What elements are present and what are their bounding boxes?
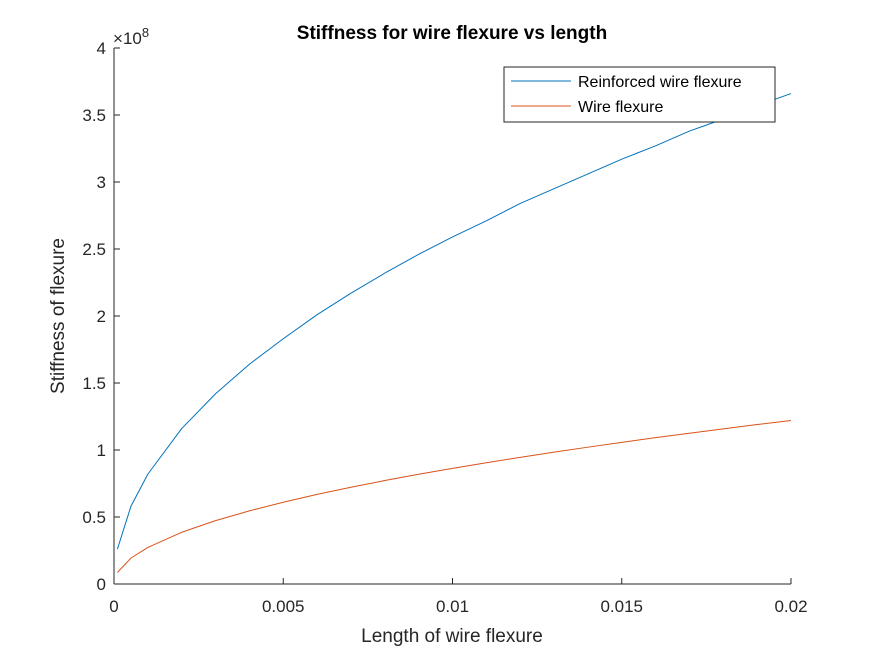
plot-area xyxy=(114,48,791,584)
y-tick-label: 3.5 xyxy=(82,106,106,125)
x-tick-label: 0.01 xyxy=(436,597,469,616)
svg-text:×108: ×108 xyxy=(113,25,149,48)
x-tick-label: 0 xyxy=(109,597,118,616)
legend: Reinforced wire flexure Wire flexure xyxy=(503,66,776,123)
x-tick-label: 0.02 xyxy=(774,597,807,616)
y-ticks: 0 0.5 1 1.5 2 2.5 3 3.5 4 xyxy=(82,39,120,594)
y-exponent-label: ×108 xyxy=(113,25,149,48)
series-line-wire-flexure xyxy=(117,420,792,573)
series-group xyxy=(116,93,792,573)
y-axis-title: Stiffness of flexure xyxy=(48,238,69,394)
legend-label-wire-flexure: Wire flexure xyxy=(578,99,663,116)
y-tick-label: 3 xyxy=(97,173,106,192)
legend-box xyxy=(503,66,776,123)
series-line-reinforced-wire-flexure xyxy=(116,93,792,550)
x-ticks: 0 0.005 0.01 0.015 0.02 xyxy=(109,578,808,616)
y-tick-label: 2 xyxy=(97,307,106,326)
y-exponent-times: × xyxy=(113,29,123,48)
chart-title: Stiffness for wire flexure vs length xyxy=(297,23,607,44)
y-exponent-power: 8 xyxy=(142,25,149,40)
y-tick-label: 4 xyxy=(97,39,106,58)
x-tick-label: 0.015 xyxy=(600,597,643,616)
y-tick-label: 1.5 xyxy=(82,374,106,393)
y-tick-label: 2.5 xyxy=(82,240,106,259)
y-tick-label: 1 xyxy=(97,441,106,460)
y-tick-label: 0 xyxy=(97,575,106,594)
x-axis-title: Length of wire flexure xyxy=(361,626,543,647)
plot-background xyxy=(114,48,791,584)
y-exponent-base: 10 xyxy=(123,29,142,48)
legend-label-reinforced-wire-flexure: Reinforced wire flexure xyxy=(578,74,742,91)
x-tick-label: 0.005 xyxy=(262,597,305,616)
y-tick-label: 0.5 xyxy=(82,508,106,527)
